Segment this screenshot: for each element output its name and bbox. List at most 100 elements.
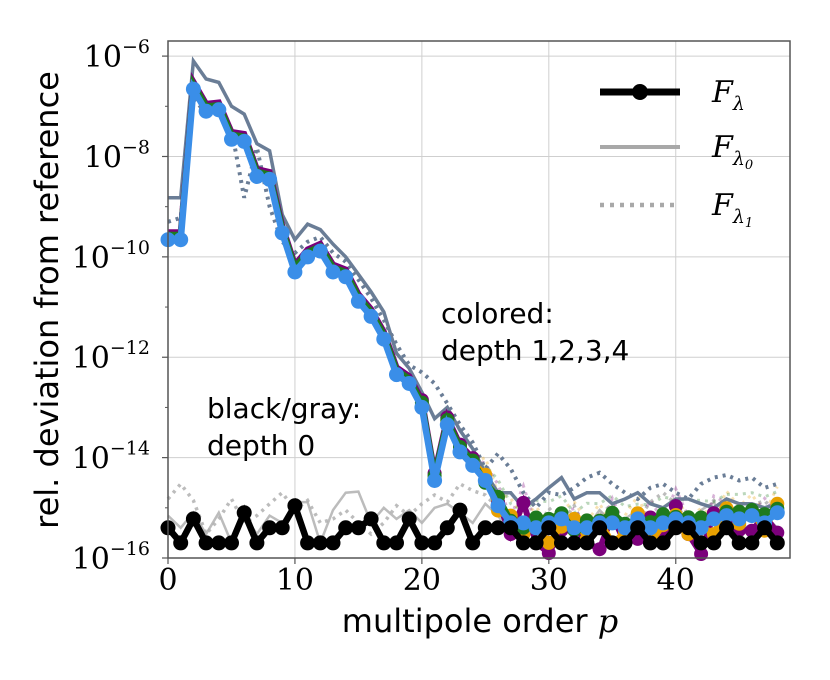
series-point — [642, 520, 658, 536]
y-tick-label: 10−10 — [72, 237, 150, 276]
series-point — [566, 520, 582, 536]
y-tick-label: 10−16 — [72, 538, 150, 577]
y-tick-exp: −14 — [110, 438, 150, 460]
y-axis-label: rel. deviation from reference — [28, 71, 66, 529]
series-point — [389, 535, 404, 551]
series-point — [719, 508, 734, 524]
series-point — [236, 133, 252, 149]
series-point — [617, 520, 633, 536]
x-axis-label-text: multipole order — [342, 602, 598, 640]
series-point — [528, 535, 544, 551]
series-point — [389, 367, 404, 383]
y-tick-label: 10−6 — [84, 36, 150, 75]
y-tick-exp: −12 — [110, 337, 150, 359]
series-point — [350, 293, 366, 309]
series-point — [363, 308, 379, 324]
y-tick-base: 10 — [84, 140, 122, 175]
legend-sym: F — [711, 188, 734, 223]
series-point — [503, 520, 519, 536]
series-point — [477, 520, 493, 536]
series-point — [211, 102, 227, 118]
series-point — [516, 495, 531, 510]
series-point — [287, 264, 303, 280]
series-point — [604, 535, 620, 551]
series-point — [185, 511, 201, 527]
series-point — [630, 520, 646, 536]
series-point — [744, 535, 760, 551]
series-point — [490, 520, 506, 536]
x-tick-label: 10 — [276, 563, 314, 598]
series-point — [211, 535, 227, 551]
series-point — [325, 535, 341, 551]
plot-frame — [167, 40, 791, 559]
series-point — [414, 535, 430, 551]
y-tick-exp: −8 — [122, 136, 150, 158]
series-point — [731, 535, 747, 551]
series-point — [401, 376, 417, 391]
series-point — [757, 520, 773, 536]
series-point — [312, 535, 328, 551]
x-axis-label-var: p — [598, 602, 618, 640]
series-point — [274, 225, 290, 241]
y-tick-exp: −16 — [110, 538, 150, 560]
series-point — [198, 535, 214, 551]
series-point — [452, 444, 468, 460]
series-point — [769, 505, 785, 521]
series-point — [465, 535, 481, 551]
series-point — [249, 169, 265, 184]
series-point — [693, 535, 709, 551]
legend-sym: F — [711, 130, 734, 165]
series-point — [224, 535, 239, 551]
series-point — [642, 535, 658, 551]
x-tick-label: 40 — [657, 563, 695, 598]
series-depth0-f-lambda — [160, 497, 785, 551]
series-point — [427, 473, 443, 488]
series-point — [706, 535, 722, 551]
y-tick-base: 10 — [84, 40, 122, 75]
y-tick-label: 10−8 — [84, 136, 150, 175]
series-point — [693, 520, 709, 536]
annotation-colored-line2: depth 1,2,3,4 — [441, 334, 629, 367]
series-point — [452, 502, 468, 518]
series-point — [655, 535, 671, 551]
y-tick-base: 10 — [72, 442, 110, 477]
series-point — [680, 520, 696, 536]
y-tick-base: 10 — [72, 241, 110, 276]
series-point — [185, 81, 201, 97]
series-point — [605, 505, 620, 520]
series-point — [439, 417, 455, 433]
legend: Fλ Fλ0 Fλ1 — [600, 75, 753, 231]
series-point — [224, 131, 239, 147]
series-point — [173, 232, 189, 248]
annotation-black-line2: depth 0 — [207, 429, 315, 462]
series-point — [338, 520, 354, 536]
series-colored-f-lambda1-depth4 — [167, 92, 778, 511]
series-point — [694, 510, 709, 525]
series-point — [376, 535, 392, 551]
x-tick-label: 20 — [403, 563, 441, 598]
legend-sub: λ — [732, 206, 745, 228]
series-point — [554, 535, 569, 551]
x-tick-label: 30 — [530, 563, 568, 598]
series-point — [744, 508, 760, 524]
series-point — [515, 515, 531, 531]
annotation-black-line1: black/gray: — [207, 392, 361, 425]
main-series — [160, 72, 785, 562]
series-point — [529, 510, 544, 525]
series-point — [515, 535, 531, 551]
series-point — [604, 515, 620, 531]
series-point — [769, 535, 785, 551]
series-point — [668, 520, 684, 536]
series-point — [249, 535, 265, 551]
series-point — [325, 264, 341, 280]
series-point — [262, 520, 278, 536]
series-point — [236, 505, 252, 521]
series-point — [579, 535, 595, 551]
series-point — [706, 511, 722, 527]
series-point — [376, 331, 392, 347]
series-point — [401, 511, 417, 527]
y-tick-label: 10−12 — [72, 337, 150, 376]
legend-subsub: 1 — [745, 216, 753, 231]
series-point — [731, 511, 747, 527]
